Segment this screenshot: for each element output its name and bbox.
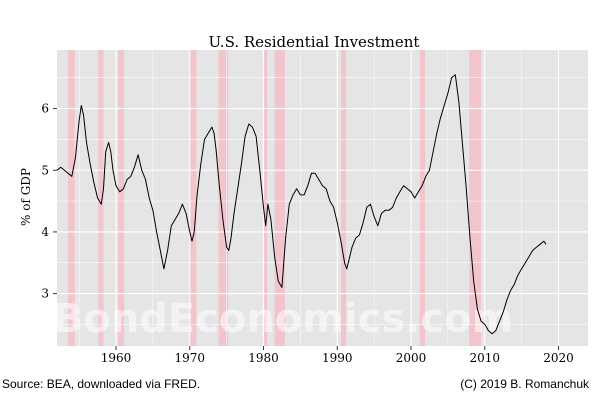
x-tick-label: 1980 (248, 351, 279, 365)
y-tick-label: 6 (41, 102, 49, 116)
watermark-text: BondEconomics.com (53, 296, 514, 342)
source-note: Source: BEA, downloaded via FRED. (2, 377, 200, 391)
x-tick-label: 2010 (469, 351, 500, 365)
recession-band-5 (218, 50, 229, 346)
recession-band-10 (469, 50, 482, 346)
x-tick-label: 2020 (543, 351, 574, 365)
recession-band-8 (340, 50, 347, 346)
x-tick-label: 2000 (396, 351, 427, 365)
x-tick-label: 1970 (174, 351, 205, 365)
x-tick-label: 1990 (322, 351, 353, 365)
plot-panel (57, 50, 588, 346)
recession-band-9 (419, 50, 426, 346)
recession-band-1 (68, 50, 75, 346)
y-tick-label: 3 (41, 287, 49, 301)
y-axis-label: % of GDP (19, 168, 33, 226)
recession-band-6 (263, 50, 268, 346)
recession-band-2 (98, 50, 104, 346)
series-layer (56, 74, 547, 335)
plot-background (57, 50, 588, 346)
recession-band-3 (118, 50, 125, 346)
x-tick-label: 1960 (101, 351, 132, 365)
recession-bands (68, 50, 482, 346)
axes: 1960 1970 1980 1990 2000 2010 2020 3 4 5 6 (41, 102, 573, 365)
copyright-note: (C) 2019 B. Romanchuk (460, 377, 590, 391)
y-tick-label: 5 (41, 163, 49, 177)
recession-band-4 (189, 50, 197, 346)
recession-band-7 (274, 50, 285, 346)
chart-title: U.S. Residential Investment (209, 33, 420, 51)
series-line-1 (56, 74, 547, 335)
y-tick-label: 4 (41, 225, 49, 239)
grid-lines (57, 50, 588, 346)
